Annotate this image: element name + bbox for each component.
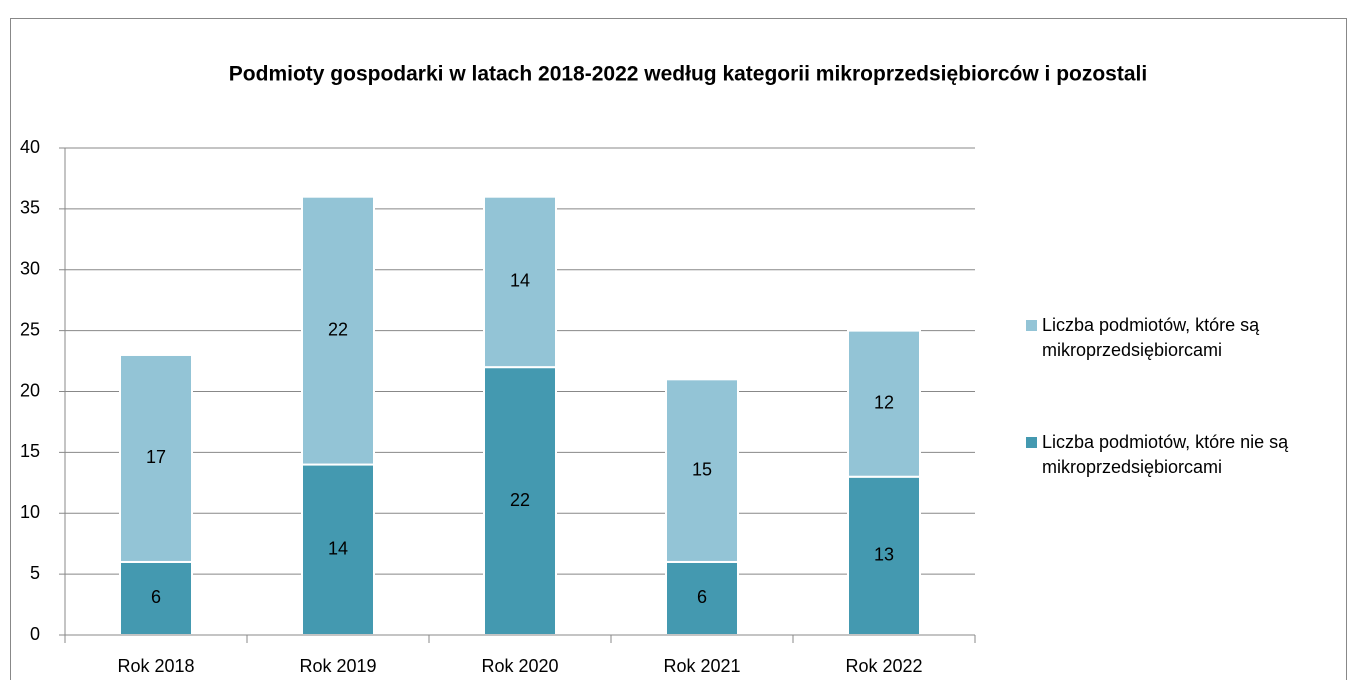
x-tick-label: Rok 2022 [845,656,922,676]
y-tick-label: 0 [30,624,40,644]
data-label: 14 [328,539,348,559]
y-tick-label: 5 [30,563,40,583]
legend-label: Liczba podmiotów, które nie są mikroprze… [1042,432,1289,477]
x-tick-label: Rok 2021 [663,656,740,676]
data-label: 13 [874,545,894,565]
legend-item: Liczba podmiotów, które są mikroprzedsię… [1026,313,1336,363]
data-label: 15 [692,459,712,479]
bar-segment [119,353,193,563]
y-tick-label: 25 [20,319,40,339]
x-tick-label: Rok 2019 [299,656,376,676]
x-tick-label: Rok 2018 [117,656,194,676]
data-label: 22 [510,490,530,510]
y-tick-label: 10 [20,502,40,522]
data-label: 22 [328,319,348,339]
bar-segment [665,378,739,563]
data-label: 12 [874,392,894,412]
y-tick-label: 40 [20,137,40,157]
x-tick-label: Rok 2020 [481,656,558,676]
legend-item: Liczba podmiotów, które nie są mikroprze… [1026,430,1336,480]
y-tick-label: 15 [20,441,40,461]
bar-segment [301,463,375,636]
bar-segment [847,329,921,478]
data-label: 14 [510,271,530,291]
bar-segment [301,195,375,466]
y-tick-label: 35 [20,198,40,218]
bar-segment [483,195,557,369]
y-tick-label: 30 [20,259,40,279]
bar-segment [847,475,921,636]
chart-title: Podmioty gospodarki w latach 2018-2022 w… [229,63,1147,86]
y-tick-label: 20 [20,380,40,400]
legend-label: Liczba podmiotów, które są mikroprzedsię… [1042,315,1260,360]
bar-segment [483,366,557,636]
legend-swatch [1026,320,1037,331]
data-label: 6 [151,587,161,607]
bar-segment [665,560,739,637]
chart-border [10,18,1347,680]
legend-swatch [1026,437,1037,448]
data-label: 17 [146,447,166,467]
data-label: 6 [697,587,707,607]
